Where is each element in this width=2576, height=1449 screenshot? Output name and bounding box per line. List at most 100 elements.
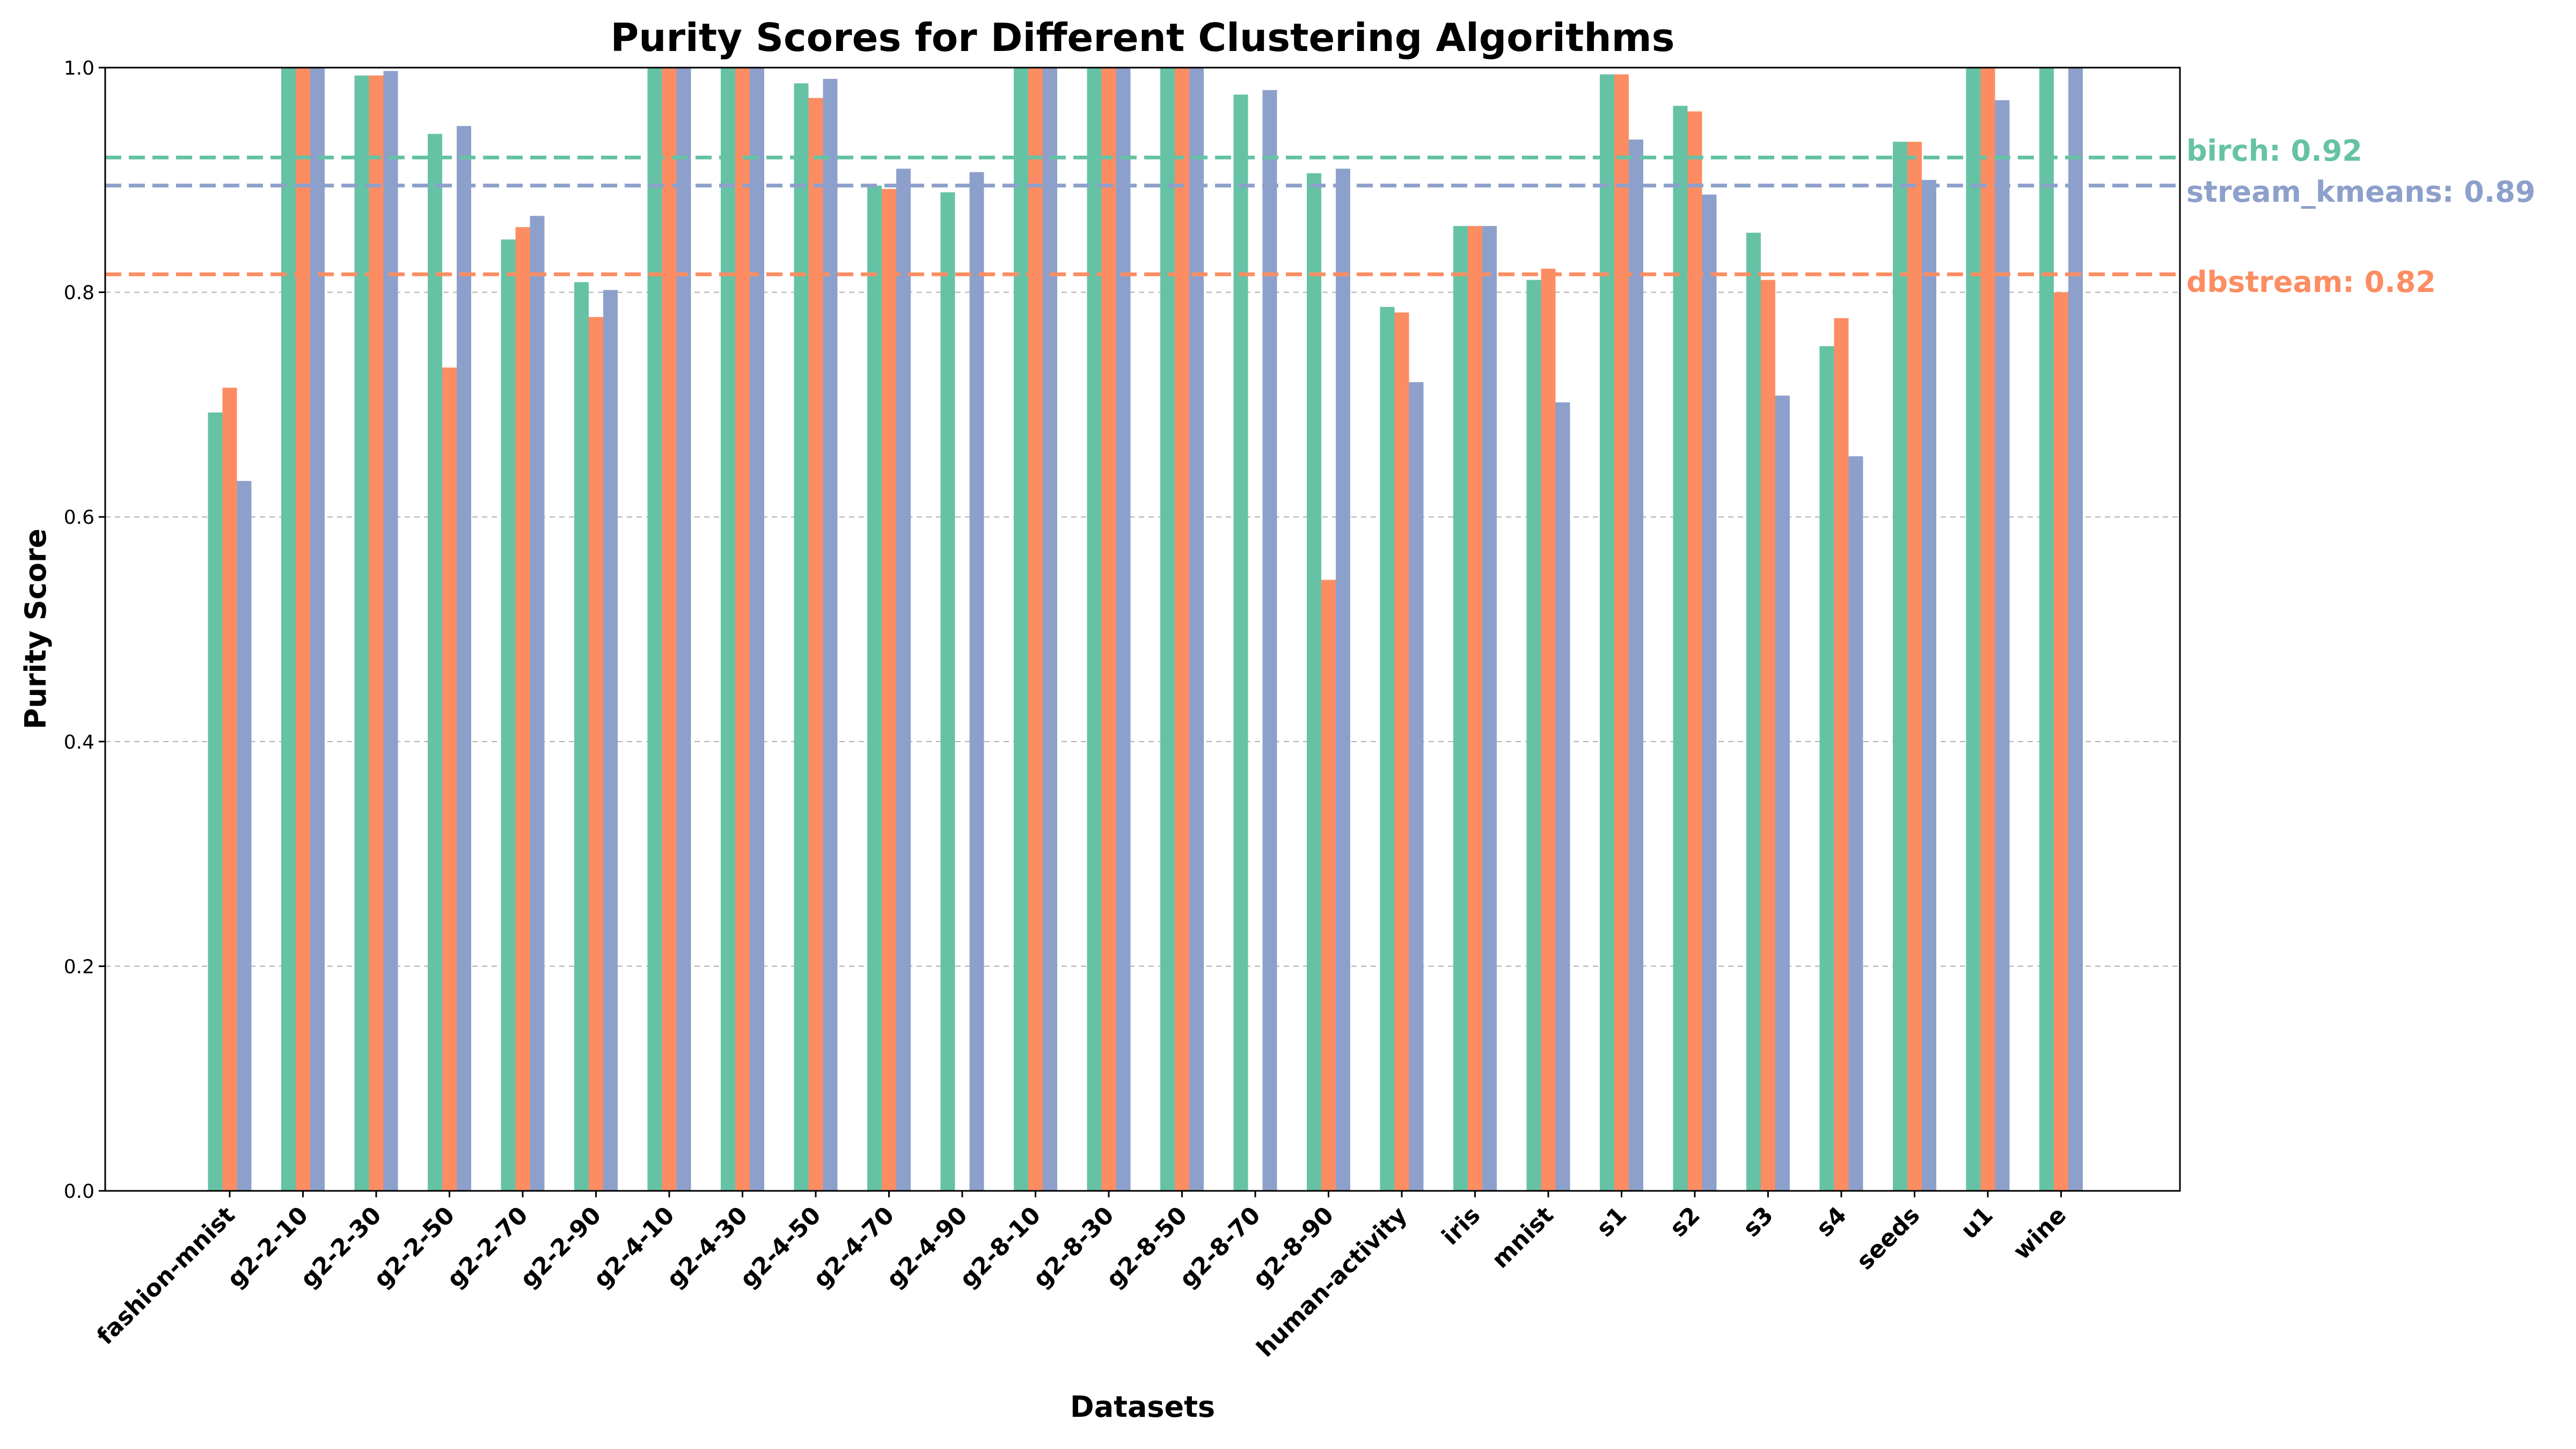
bar-dbstream-u1: [1980, 68, 1995, 1191]
x-tick-label: g2-4-70: [808, 1202, 900, 1293]
bar-stream_kmeans-g2-2-90: [603, 290, 618, 1191]
bar-dbstream-g2-8-10: [1028, 68, 1043, 1191]
bar-stream_kmeans-g2-2-70: [530, 216, 545, 1191]
bar-stream_kmeans-g2-4-50: [823, 78, 838, 1191]
x-tick-label: fashion-mnist: [92, 1202, 240, 1350]
bar-dbstream-g2-4-50: [808, 98, 823, 1191]
bar-stream_kmeans-g2-2-30: [383, 71, 398, 1191]
bar-birch-wine: [2039, 68, 2054, 1191]
bar-birch-g2-4-50: [794, 83, 809, 1191]
bar-stream_kmeans-g2-4-70: [896, 169, 911, 1191]
reference-lines: birch: 0.92 stream_kmeans: 0.89 dbstream: …: [105, 134, 2535, 299]
bar-dbstream-g2-8-90: [1321, 580, 1336, 1191]
bar-birch-s1: [1600, 74, 1614, 1191]
x-tick-label: g2-2-70: [442, 1202, 533, 1293]
y-tick-label: 0.8: [64, 282, 94, 304]
y-tick-label: 0.0: [64, 1181, 94, 1203]
bar-dbstream-g2-8-50: [1175, 68, 1189, 1191]
bar-dbstream-g2-2-70: [515, 227, 530, 1191]
bar-stream_kmeans-g2-8-70: [1262, 90, 1277, 1191]
x-tick-label: g2-2-90: [515, 1202, 607, 1293]
ref-label-stream_kmeans: stream_kmeans: 0.89: [2186, 175, 2535, 209]
bar-dbstream-human-activity: [1394, 312, 1409, 1191]
y-tick-label: 0.2: [64, 956, 94, 978]
bar-groups: [208, 68, 2083, 1191]
x-tick-label: u1: [1956, 1202, 1999, 1245]
x-tick-label: mnist: [1487, 1202, 1559, 1274]
bar-birch-g2-8-90: [1307, 173, 1321, 1191]
bar-birch-g2-8-50: [1160, 68, 1175, 1191]
bar-dbstream-g2-2-10: [296, 68, 310, 1191]
bar-dbstream-g2-8-30: [1101, 68, 1116, 1191]
bar-dbstream-g2-2-50: [442, 367, 457, 1191]
bar-stream_kmeans-fashion-mnist: [237, 481, 252, 1191]
x-tick-label: g2-2-50: [369, 1202, 460, 1293]
bar-stream_kmeans-g2-4-30: [750, 68, 764, 1191]
bar-birch-u1: [1966, 68, 1981, 1191]
x-tick-label: g2-2-30: [295, 1202, 387, 1293]
bar-birch-g2-2-50: [428, 134, 442, 1191]
bar-birch-g2-8-10: [1014, 68, 1028, 1191]
x-tick-label: g2-8-30: [1028, 1202, 1119, 1293]
bar-dbstream-mnist: [1541, 268, 1556, 1191]
bar-birch-s2: [1673, 106, 1688, 1191]
x-tick-label: g2-8-10: [955, 1202, 1046, 1293]
bar-birch-g2-8-70: [1233, 94, 1248, 1191]
bar-birch-iris: [1453, 226, 1468, 1191]
bar-stream_kmeans-g2-2-50: [457, 126, 471, 1191]
bar-dbstream-seeds: [1907, 142, 1922, 1191]
x-tick-label: iris: [1437, 1202, 1485, 1250]
bar-stream_kmeans-g2-8-50: [1189, 68, 1204, 1191]
bar-dbstream-g2-2-90: [589, 317, 603, 1191]
bar-dbstream-g2-4-30: [735, 68, 750, 1191]
bar-stream_kmeans-mnist: [1555, 402, 1570, 1191]
bar-stream_kmeans-g2-4-10: [676, 68, 691, 1191]
bar-stream_kmeans-u1: [1995, 100, 2010, 1191]
bar-dbstream-s3: [1761, 280, 1775, 1191]
y-gridlines: [105, 67, 2180, 1191]
bar-birch-g2-8-30: [1087, 68, 1102, 1191]
bar-stream_kmeans-s3: [1775, 396, 1790, 1191]
x-axis: fashion-mnistg2-2-10g2-2-30g2-2-50g2-2-7…: [92, 1191, 2072, 1363]
bar-birch-g2-2-90: [574, 282, 589, 1191]
plot-frame: [104, 67, 2181, 1192]
x-tick-label: g2-4-30: [662, 1202, 753, 1293]
x-tick-label: s2: [1665, 1202, 1706, 1242]
bar-birch-g2-2-30: [354, 75, 369, 1191]
bar-stream_kmeans-s4: [1848, 456, 1863, 1191]
y-axis: 0.0 0.2 0.4 0.6 0.8 1.0: [64, 57, 105, 1203]
y-axis-label: Purity Score: [19, 529, 53, 729]
bar-dbstream-g2-4-10: [662, 68, 677, 1191]
ref-label-birch: birch: 0.92: [2186, 134, 2362, 167]
bar-stream_kmeans-g2-4-90: [969, 172, 984, 1191]
x-axis-label: Datasets: [1070, 1390, 1215, 1424]
bar-birch-g2-2-10: [281, 68, 296, 1191]
bar-stream_kmeans-g2-2-10: [310, 68, 325, 1191]
bar-birch-g2-4-30: [721, 68, 735, 1191]
bar-birch-s3: [1746, 232, 1761, 1191]
y-tick-label: 0.6: [64, 507, 94, 529]
bar-dbstream-fashion-mnist: [222, 387, 237, 1191]
x-tick-label: s1: [1591, 1202, 1632, 1242]
bar-dbstream-g2-4-70: [882, 189, 896, 1191]
ref-label-dbstream: dbstream: 0.82: [2186, 265, 2436, 299]
x-tick-label: g2-4-90: [881, 1202, 973, 1293]
bar-dbstream-s1: [1614, 74, 1629, 1191]
x-tick-label: g2-8-70: [1174, 1202, 1266, 1293]
bar-birch-s4: [1819, 346, 1834, 1191]
x-tick-label: seeds: [1851, 1202, 1926, 1276]
bar-birch-g2-4-90: [940, 192, 955, 1191]
x-tick-label: g2-4-10: [588, 1202, 680, 1293]
x-tick-label: s3: [1738, 1202, 1779, 1242]
chart-title: Purity Scores for Different Clustering A…: [610, 15, 1674, 60]
x-tick-label: g2-8-50: [1101, 1202, 1193, 1293]
x-tick-label: s4: [1811, 1202, 1852, 1242]
bar-dbstream-g2-2-30: [369, 75, 384, 1191]
bar-birch-g2-4-70: [867, 185, 882, 1191]
bar-birch-fashion-mnist: [208, 412, 223, 1191]
bar-birch-human-activity: [1380, 306, 1395, 1191]
bar-birch-g2-2-70: [501, 239, 516, 1191]
bar-birch-g2-4-10: [647, 68, 662, 1191]
x-tick-label: g2-4-50: [735, 1202, 826, 1293]
